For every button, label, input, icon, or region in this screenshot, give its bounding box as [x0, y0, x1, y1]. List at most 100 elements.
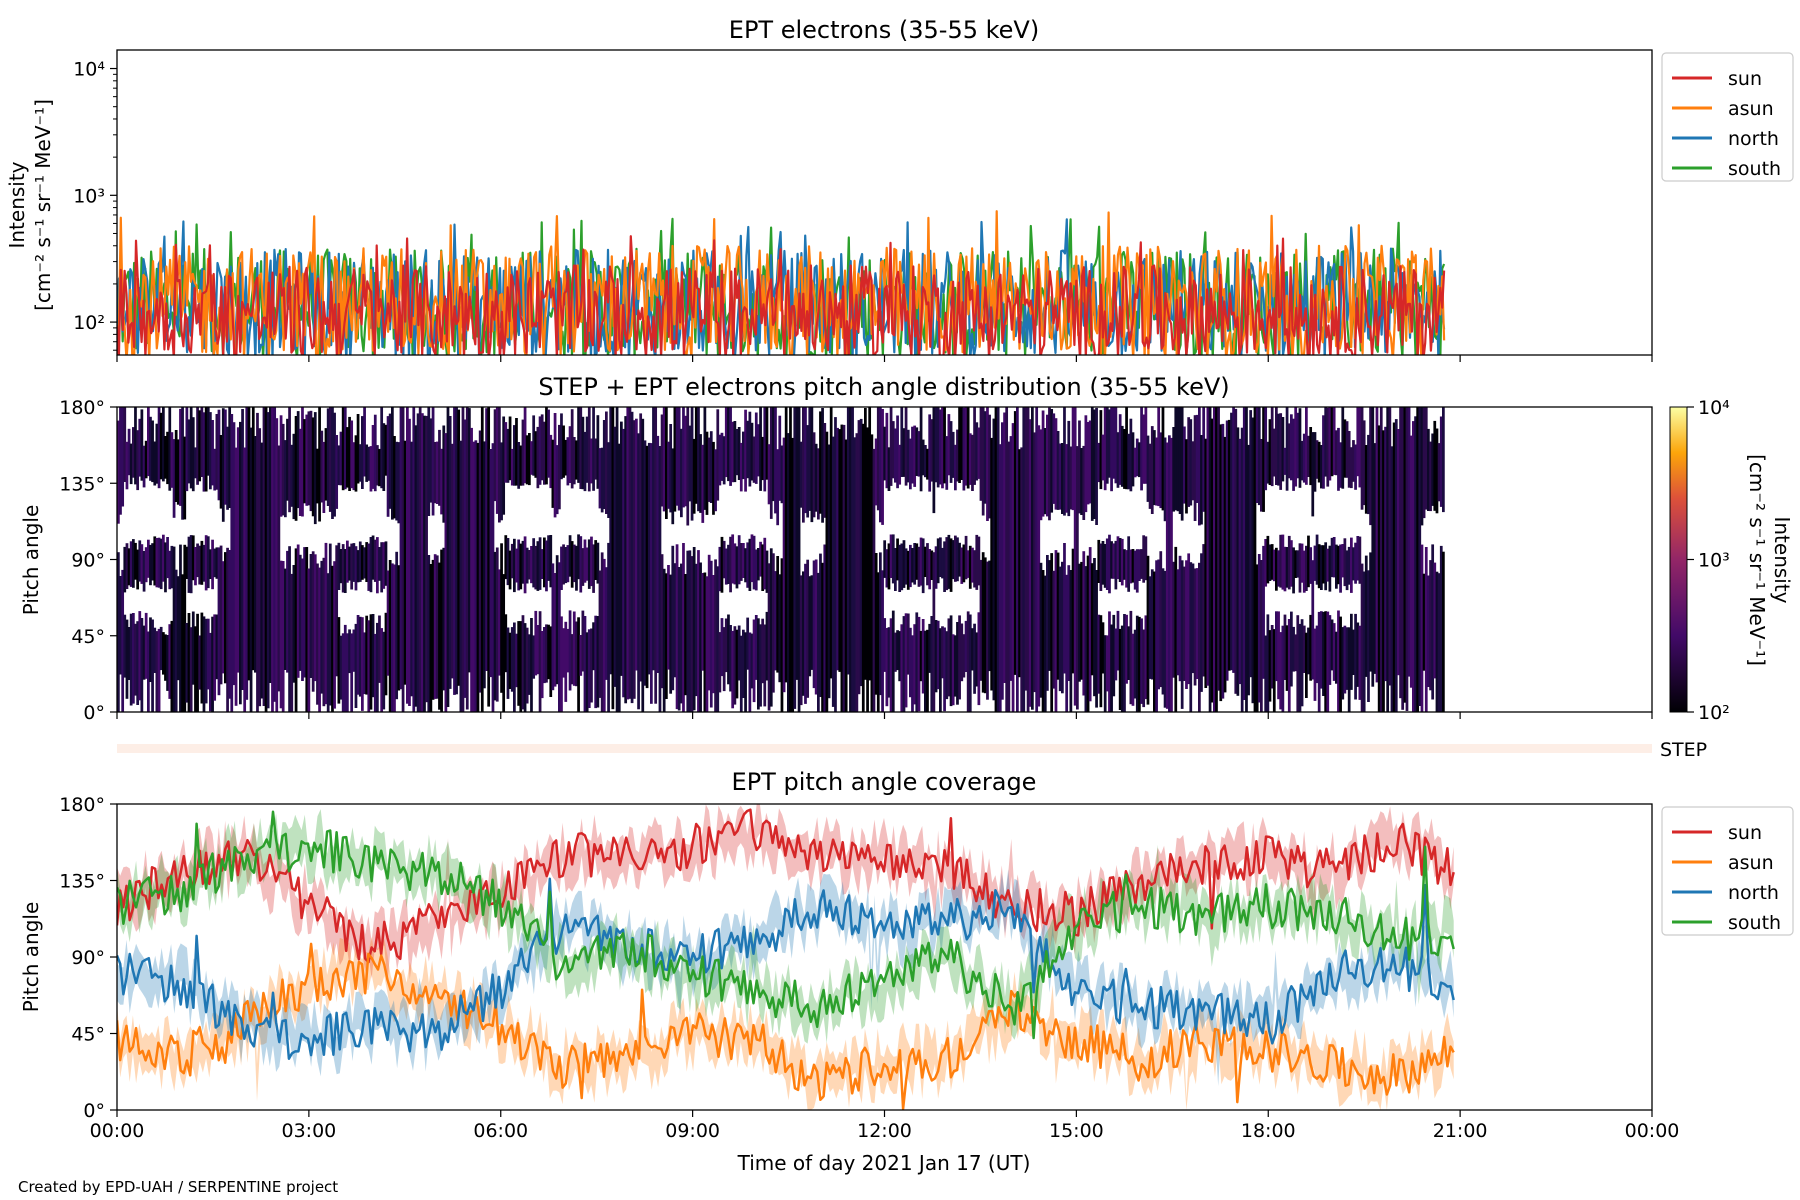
heatmap-cell: [200, 612, 204, 704]
heatmap-cell: [1339, 544, 1342, 593]
heatmap-cell: [1076, 446, 1079, 710]
heatmap-cell: [1170, 437, 1173, 712]
heatmap-cell: [386, 570, 390, 676]
heatmap-cell: [376, 622, 379, 712]
heatmap-cell: [598, 448, 602, 509]
heatmap-cell: [1172, 561, 1176, 678]
heatmap-cell: [538, 611, 542, 712]
heatmap-cell: [838, 429, 842, 672]
heatmap-cell: [729, 407, 732, 486]
heatmap-cell: [380, 542, 384, 593]
heatmap-cell: [919, 630, 923, 682]
heatmap-cell: [1084, 415, 1088, 513]
heatmap-cell: [956, 537, 959, 582]
heatmap-cell: [650, 443, 653, 704]
heatmap-cell: [707, 554, 711, 691]
heatmap-cell: [620, 421, 623, 676]
heatmap-cell: [217, 547, 221, 696]
heatmap-cell: [1227, 419, 1231, 671]
heatmap-cell: [311, 417, 315, 517]
x-tick-label: 18:00: [1241, 1120, 1296, 1142]
heatmap-cell: [609, 407, 613, 675]
heatmap-cell: [185, 623, 189, 703]
heatmap-cell: [153, 536, 157, 586]
heatmap-cell: [545, 540, 548, 592]
heatmap-cell: [1287, 423, 1291, 479]
heatmap-cell: [243, 447, 247, 712]
heatmap-cell: [352, 629, 356, 672]
heatmap-cell: [166, 635, 169, 691]
heatmap-cell: [1086, 555, 1090, 712]
heatmap-cell: [393, 564, 396, 712]
heatmap-cell: [1266, 441, 1270, 484]
heatmap-cell: [384, 612, 388, 696]
heatmap-cell: [1337, 427, 1340, 491]
heatmap-cell: [391, 407, 394, 520]
heatmap-cell: [964, 535, 968, 580]
heatmap-cell: [247, 407, 251, 681]
heatmap-cell: [885, 628, 889, 707]
heatmap-cell: [712, 575, 715, 694]
heatmap-cell: [224, 552, 227, 684]
heatmap-cell: [930, 616, 934, 712]
heatmap-cell: [1001, 422, 1004, 700]
heatmap-cell: [872, 448, 876, 712]
heatmap-cell: [1155, 437, 1158, 506]
heatmap-cell: [866, 427, 869, 712]
heatmap-cell: [540, 549, 544, 579]
heatmap-cell: [727, 407, 730, 482]
heatmap-cell: [1424, 547, 1428, 712]
heatmap-cell: [596, 616, 600, 708]
panel3-ylabel: Pitch angle: [19, 902, 43, 1013]
heatmap-cell: [277, 445, 281, 692]
heatmap-cell: [733, 543, 737, 585]
heatmap-cell: [543, 537, 546, 588]
heatmap-cell: [1332, 407, 1336, 475]
heatmap-cell: [226, 426, 229, 510]
heatmap-cell: [558, 562, 561, 712]
heatmap-cell: [1343, 625, 1347, 694]
heatmap-cell: [185, 407, 189, 492]
heatmap-cell: [284, 568, 287, 670]
heatmap-cell: [896, 630, 899, 671]
heatmap-cell: [662, 407, 666, 512]
heatmap-cell: [279, 560, 283, 709]
heatmap-cell: [562, 425, 565, 478]
heatmap-cell: [119, 576, 122, 675]
heatmap-cell: [1362, 571, 1366, 712]
heatmap-cell: [581, 548, 585, 586]
heatmap-cell: [1420, 407, 1424, 526]
heatmap-cell: [1242, 407, 1246, 700]
heatmap-cell: [215, 414, 219, 490]
heatmap-cell: [440, 448, 443, 515]
heatmap-cell: [844, 439, 848, 712]
series-band-south: [117, 809, 1454, 1044]
heatmap-cell: [973, 407, 976, 485]
heatmap-cell: [513, 622, 516, 712]
heatmap-cell: [369, 614, 373, 710]
heatmap-cell: [964, 407, 968, 486]
legend-label-sun: sun: [1728, 822, 1762, 844]
heatmap-cell: [187, 613, 191, 712]
heatmap-cell: [656, 435, 660, 673]
heatmap-cell: [1230, 412, 1233, 671]
heatmap-cell: [487, 407, 491, 707]
heatmap-cell: [138, 418, 142, 477]
heatmap-cell: [1198, 407, 1201, 526]
heatmap-cell: [346, 540, 349, 583]
heatmap-cell: [748, 538, 752, 591]
heatmap-cell: [915, 427, 919, 476]
heatmap-cell: [735, 546, 739, 589]
heatmap-cell: [254, 436, 257, 673]
heatmap-cell: [1189, 562, 1193, 712]
heatmap-cell: [1210, 418, 1214, 703]
heatmap-cell: [1191, 441, 1195, 501]
heatmap-cell: [553, 573, 557, 687]
heatmap-cell: [363, 632, 366, 695]
series-line-north: [117, 877, 1455, 1060]
heatmap-cell: [909, 544, 912, 588]
heatmap-cell: [172, 439, 176, 518]
heatmap-cell: [427, 407, 431, 516]
heatmap-cell: [301, 558, 304, 681]
heatmap-cell: [810, 407, 814, 523]
